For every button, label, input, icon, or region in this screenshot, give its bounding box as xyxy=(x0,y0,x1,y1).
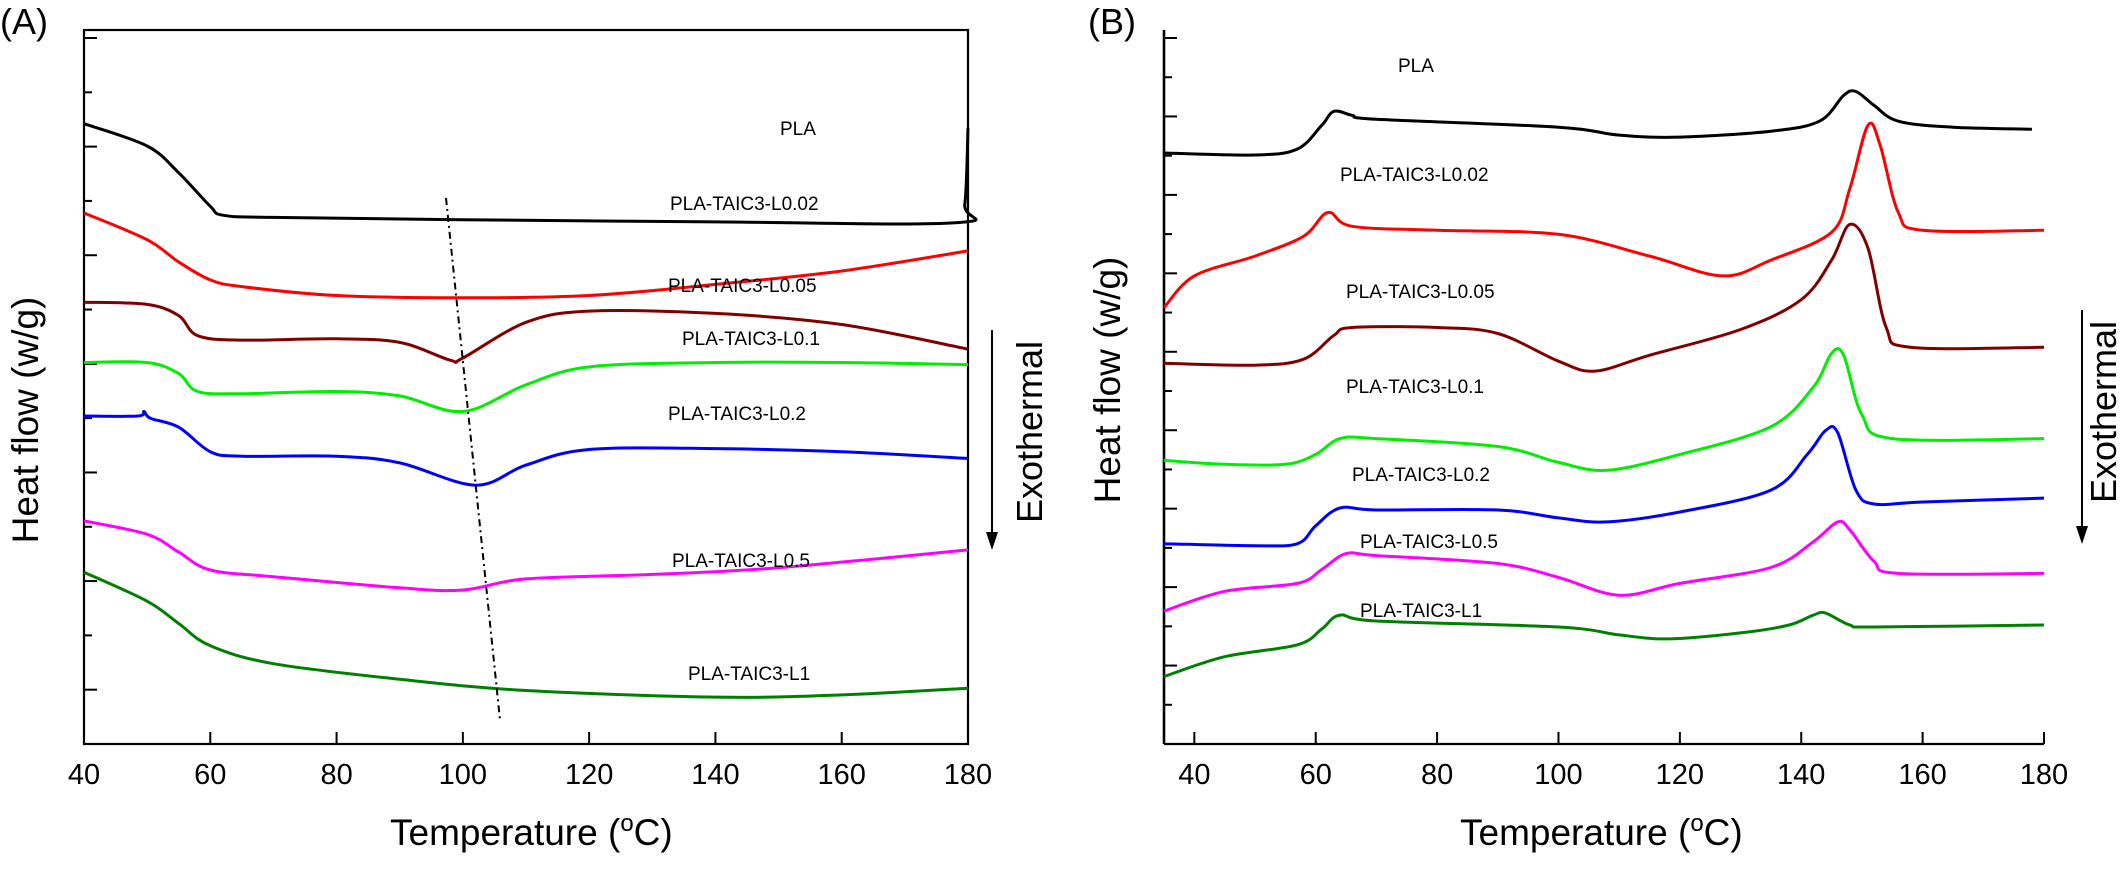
panel-a-peak-trend-line xyxy=(445,197,501,721)
panel-a-exothermal-label: Exothermal xyxy=(1009,341,1050,523)
panel-b-letter: (B) xyxy=(1088,1,1136,42)
panel-b-exothermal-label: Exothermal xyxy=(2083,321,2124,503)
series-line-pla-taic3-l0-5 xyxy=(1163,519,2045,613)
x-tick-label: 80 xyxy=(1421,759,1453,791)
x-tick-label: 180 xyxy=(2020,759,2068,791)
series-line-pla-taic3-l0-05 xyxy=(1163,222,2045,373)
series-label: PLA xyxy=(780,119,816,140)
panel-b-exothermal-annotation: Exothermal xyxy=(2076,310,2124,544)
panel-a-y-axis-title: Heat flow (w/g) xyxy=(5,297,46,544)
panel-a-x-title-sup: o xyxy=(620,810,633,837)
series-line-pla-taic3-l0-2 xyxy=(83,410,969,487)
panel-a-letter: (A) xyxy=(0,1,48,42)
panel-a-x-ticks: 40 60 80 100 120 140 160 180 xyxy=(68,732,992,791)
panel-b-exothermal-arrow-head xyxy=(2076,526,2088,544)
panel-a-x-axis-title: Temperature (oC) xyxy=(390,810,673,853)
panel-a-exothermal-annotation: Exothermal xyxy=(986,330,1050,550)
series-label: PLA-TAIC3-L0.05 xyxy=(668,276,817,297)
x-tick-label: 60 xyxy=(1300,759,1332,791)
x-tick-label: 140 xyxy=(691,759,739,791)
series-label: PLA-TAIC3-L0.2 xyxy=(1352,465,1490,486)
panel-a: (A) 40 60 80 100 120 140 160 180 PLA PLA-TAIC3-L… xyxy=(0,1,1050,853)
x-tick-label: 140 xyxy=(1777,759,1825,791)
panel-b-y-axis-title: Heat flow (w/g) xyxy=(1087,257,1128,504)
panel-b-x-title-main: Temperature ( xyxy=(1460,812,1691,853)
series-label: PLA-TAIC3-L0.1 xyxy=(1346,377,1484,398)
series-line-pla xyxy=(1163,89,2032,157)
panel-b-x-axis-title: Temperature (oC) xyxy=(1460,810,1743,853)
x-tick-label: 40 xyxy=(1178,759,1210,791)
series-label: PLA-TAIC3-L0.5 xyxy=(672,551,810,572)
panel-a-series: PLA PLA-TAIC3-L0.02 PLA-TAIC3-L0.05 PLA-TAI… xyxy=(83,119,978,699)
series-label: PLA-TAIC3-L0.2 xyxy=(668,404,806,425)
series-line-pla-taic3-l0-05 xyxy=(83,300,969,364)
panel-a-x-title-main: Temperature ( xyxy=(390,812,621,853)
panel-b-y-ticks xyxy=(1164,37,1177,745)
series-line-pla-taic3-l1 xyxy=(83,570,969,699)
x-tick-label: 100 xyxy=(439,759,487,791)
series-label: PLA-TAIC3-L0.02 xyxy=(1340,165,1489,186)
panel-a-x-title-tail: C) xyxy=(634,812,673,853)
panel-a-exothermal-arrow-head xyxy=(986,532,998,550)
panel-b-series: PLA PLA-TAIC3-L0.02 PLA-TAIC3-L0.05 PLA-TAI… xyxy=(1162,56,2045,679)
series-label: PLA-TAIC3-L0.02 xyxy=(670,194,819,215)
series-label: PLA-TAIC3-L0.1 xyxy=(682,329,820,350)
series-line-pla-taic3-l0-1 xyxy=(83,360,969,414)
series-line-pla-taic3-l1 xyxy=(1163,610,2045,679)
panel-b-x-ticks: 40 60 80 100 120 140 160 180 xyxy=(1178,732,2068,791)
series-line-pla-taic3-l0-02 xyxy=(1162,121,2045,309)
x-tick-label: 80 xyxy=(320,759,352,791)
series-label: PLA-TAIC3-L0.5 xyxy=(1360,532,1498,553)
panel-b-x-title-sup: o xyxy=(1690,810,1703,837)
panel-a-plot-frame xyxy=(82,28,970,746)
x-tick-label: 40 xyxy=(68,759,100,791)
x-tick-label: 160 xyxy=(1898,759,1946,791)
series-label: PLA-TAIC3-L0.05 xyxy=(1346,282,1495,303)
panel-a-y-ticks xyxy=(84,37,97,745)
series-line-pla-taic3-l0-1 xyxy=(1163,346,2045,472)
series-label: PLA-TAIC3-L1 xyxy=(1360,601,1482,622)
x-tick-label: 120 xyxy=(565,759,613,791)
series-line-pla-taic3-l0-02 xyxy=(83,211,969,300)
series-label: PLA xyxy=(1398,56,1434,77)
series-label: PLA-TAIC3-L1 xyxy=(688,664,810,685)
x-tick-label: 60 xyxy=(194,759,226,791)
x-tick-label: 100 xyxy=(1534,759,1582,791)
series-line-pla-taic3-l0-5 xyxy=(83,519,969,593)
series-line-pla xyxy=(83,122,978,226)
x-tick-label: 120 xyxy=(1656,759,1704,791)
panel-b: (B) 40 60 80 100 120 140 160 180 PLA PLA-TAIC3-L… xyxy=(1087,1,2124,853)
panel-b-x-title-tail: C) xyxy=(1704,812,1743,853)
x-tick-label: 180 xyxy=(944,759,992,791)
series-line-pla-taic3-l0-2 xyxy=(1163,425,2045,548)
x-tick-label: 160 xyxy=(818,759,866,791)
